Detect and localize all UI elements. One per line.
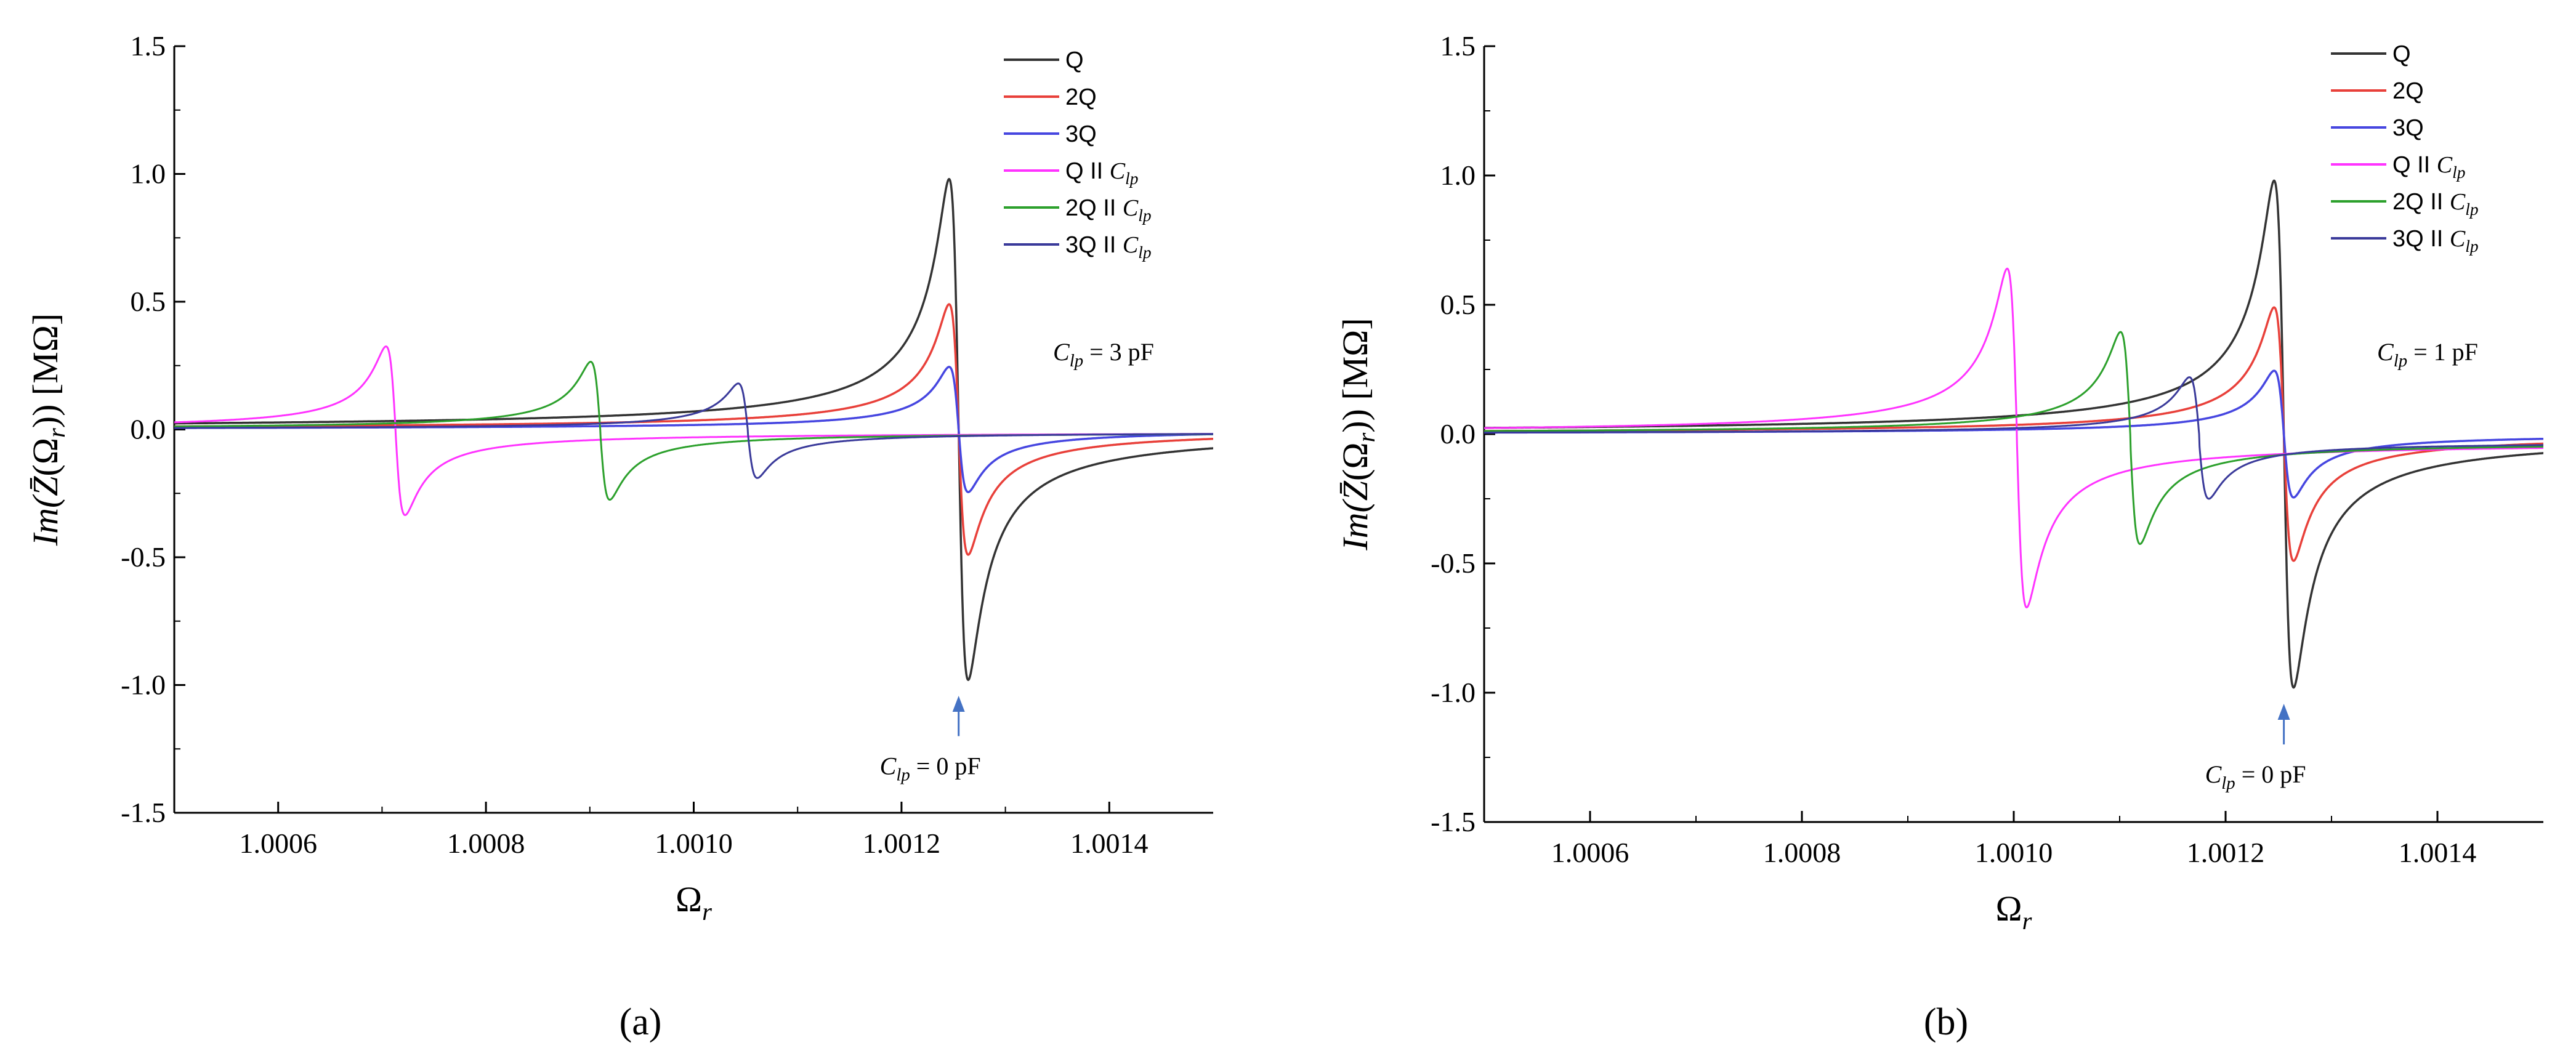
clp-annotation: Clp = 1 pF xyxy=(2377,338,2478,371)
x-tick-label: 1.0006 xyxy=(1551,837,1629,868)
legend-label: Q xyxy=(1065,47,1084,73)
panel-label: (a) xyxy=(620,1001,662,1043)
series-line-Q-C-lp xyxy=(174,345,1213,516)
series-line-2Q-C-lp xyxy=(1484,331,2543,546)
panel-b: -1.5 -1.0 -0.5 0.0 0.5 1.0 1.5 1.0006 1.0008 1.00… xyxy=(1335,30,2543,1043)
x-tick-label: 1.0012 xyxy=(2187,837,2265,868)
legend-label: Q xyxy=(2392,41,2411,67)
y-tick-label: 0.0 xyxy=(1440,418,1476,449)
x-tick-label: 1.0006 xyxy=(239,828,317,859)
x-tick-label: 1.0014 xyxy=(2399,837,2477,868)
x-tick-label: 1.0014 xyxy=(1070,828,1149,859)
y-tick-label: -0.5 xyxy=(1431,547,1476,579)
y-tick-label: -1.5 xyxy=(121,797,166,828)
plot-area xyxy=(1484,179,2543,689)
series-line-2Q-C-lp xyxy=(174,360,1213,501)
legend-label: 3Q xyxy=(1065,121,1097,147)
series-line-Q xyxy=(1484,179,2543,689)
series-line-3Q-C-lp xyxy=(174,382,1213,479)
series-line-3Q-C-lp xyxy=(1484,376,2543,500)
arrow-head xyxy=(2277,704,2290,720)
legend-label: 2Q II Clp xyxy=(1065,195,1152,225)
x-tick-label: 1.0010 xyxy=(1975,837,2053,868)
arrow-head xyxy=(952,696,965,712)
y-axis-title: Im(Z̄(Ωr)) [MΩ] xyxy=(25,313,70,546)
panel-a: -1.5 -1.0 -0.5 0.0 0.5 1.0 1.5 1.0006 1.0008 1.00… xyxy=(25,30,1213,1043)
x-tick-label: 1.0008 xyxy=(447,828,525,859)
y-tick-label: 0.5 xyxy=(1440,289,1476,320)
y-tick-label: -0.5 xyxy=(121,541,166,573)
y-tick-label: 1.0 xyxy=(1440,159,1476,191)
x-axis-title: Ωr xyxy=(1996,889,2032,935)
arrow-label: Clp = 0 pF xyxy=(880,752,981,785)
plot-area xyxy=(174,177,1213,682)
arrow-label: Clp = 0 pF xyxy=(2205,760,2306,793)
legend-label: Q II Clp xyxy=(1065,158,1138,188)
series-line-Q-C-lp xyxy=(1484,267,2543,608)
x-tick-label: 1.0010 xyxy=(655,828,733,859)
legend-label: 3Q xyxy=(2392,115,2424,141)
series-line-Q xyxy=(174,177,1213,682)
series-line-3Q xyxy=(1484,369,2543,499)
x-tick-label: 1.0012 xyxy=(863,828,941,859)
x-tick-label: 1.0008 xyxy=(1763,837,1841,868)
y-tick-label: -1.0 xyxy=(121,669,166,701)
y-tick-label: -1.0 xyxy=(1431,677,1476,708)
y-tick-label: 1.5 xyxy=(1440,30,1476,62)
series-line-3Q xyxy=(174,366,1213,493)
legend-label: 2Q xyxy=(2392,78,2424,104)
y-tick-label: 1.5 xyxy=(131,30,166,62)
y-tick-label: 1.0 xyxy=(131,158,166,190)
legend-label: 2Q II Clp xyxy=(2392,189,2479,219)
y-axis-title: Im(Z̄(Ωr)) [MΩ] xyxy=(1335,318,1380,550)
series-line-2Q xyxy=(174,303,1213,556)
legend-label: 2Q xyxy=(1065,84,1097,110)
y-tick-label: -1.5 xyxy=(1431,806,1476,837)
y-tick-label: 0.5 xyxy=(131,286,166,317)
legend-label: Q II Clp xyxy=(2392,152,2465,182)
clp-annotation: Clp = 3 pF xyxy=(1053,338,1154,371)
legend-label: 3Q II Clp xyxy=(2392,226,2479,256)
y-tick-label: 0.0 xyxy=(131,414,166,445)
panel-label: (b) xyxy=(1924,1001,1968,1043)
x-axis-title: Ωr xyxy=(676,879,712,925)
legend-label: 3Q II Clp xyxy=(1065,232,1152,262)
